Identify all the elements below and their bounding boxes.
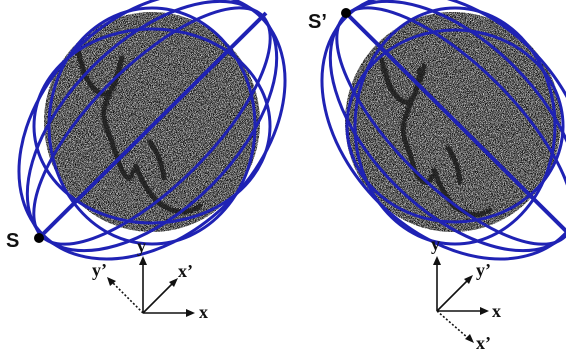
left-axis-x-label: x bbox=[199, 302, 208, 322]
left-axes: y x x’ y’ bbox=[92, 236, 208, 322]
right-axes: y x y’ x’ bbox=[431, 234, 501, 352]
right-ellipse-5 bbox=[353, 6, 557, 246]
right-axis-yprime-label: y’ bbox=[476, 260, 491, 280]
left-axis-y-label: y bbox=[137, 236, 146, 256]
left-point-label: S bbox=[6, 230, 19, 252]
right-axis-x-label: x bbox=[492, 301, 501, 321]
left-ellipse-4 bbox=[32, 27, 272, 225]
right-diagonal-line bbox=[344, 11, 566, 233]
left-ellipse-5 bbox=[47, 6, 257, 246]
right-axis-xprime-label: x’ bbox=[476, 333, 491, 352]
left-point-s bbox=[34, 233, 44, 243]
right-point-s-prime bbox=[341, 8, 351, 18]
left-axis-xprime-label: x’ bbox=[178, 261, 193, 281]
right-axis-y-label: y bbox=[431, 234, 440, 254]
left-axis-yprime-label: y’ bbox=[92, 260, 107, 280]
left-panel: S y x x’ y’ bbox=[6, 0, 287, 322]
left-diagonal-line bbox=[37, 11, 268, 240]
right-panel: S’ y x y’ x’ bbox=[308, 0, 566, 352]
right-ellipse-4 bbox=[345, 28, 565, 224]
right-point-label: S’ bbox=[308, 11, 327, 33]
